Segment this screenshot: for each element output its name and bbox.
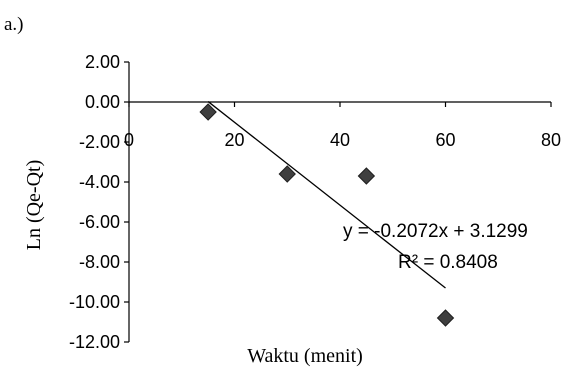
panel-label: a.) [4,14,24,35]
data-point [436,309,455,327]
y-axis-title: Ln (Qe-Qt) [23,160,45,251]
y-tick-label: -10.00 [69,292,120,312]
trendline-equation: y = -0.2072x + 3.1299 [343,221,528,242]
x-tick-label: 20 [224,130,244,150]
data-point [278,165,296,183]
y-axis-tick-labels: 2.00 0.00 -2.00 -4.00 -6.00 -8.00 -10.00 -12.00 [69,52,120,352]
r-squared-label: R² = 0.8408 [398,252,498,273]
y-tick-label: 2.00 [85,52,120,72]
x-tick-label: 60 [435,130,455,150]
y-tick-label: -2.00 [79,132,120,152]
x-axis-title: Waktu (menit) [247,345,363,367]
x-tick-label: 40 [330,130,350,150]
y-tick-label: -12.00 [69,332,120,352]
x-tick-label: 80 [541,130,561,150]
y-tick-label: -4.00 [79,172,120,192]
y-tick-label: 0.00 [85,92,120,112]
data-points [199,103,455,327]
y-tick-label: -6.00 [79,212,120,232]
trendline [207,101,446,289]
axis-tick-marks [124,61,552,343]
x-axis-tick-labels: 0 20 40 60 80 [124,130,561,150]
y-tick-label: -8.00 [79,252,120,272]
data-point [357,167,376,185]
data-point [199,103,217,121]
